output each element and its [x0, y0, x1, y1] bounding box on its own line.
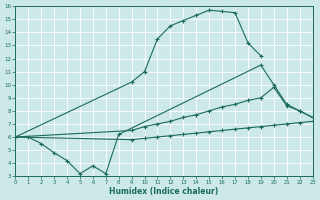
X-axis label: Humidex (Indice chaleur): Humidex (Indice chaleur)	[109, 187, 219, 196]
